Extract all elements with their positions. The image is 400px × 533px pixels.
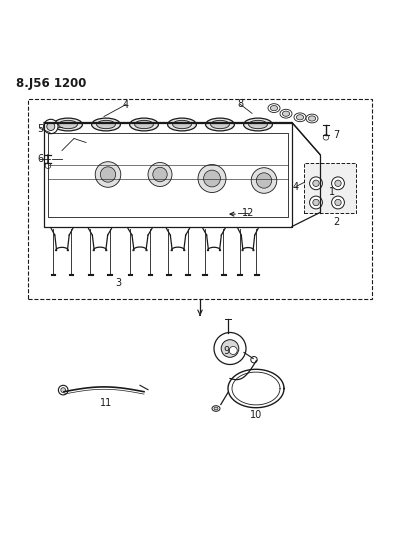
Text: 7: 7: [333, 130, 339, 140]
Text: 12: 12: [242, 207, 254, 217]
Ellipse shape: [270, 106, 278, 111]
Ellipse shape: [296, 115, 304, 120]
Circle shape: [256, 173, 272, 188]
Text: 10: 10: [250, 409, 262, 419]
Ellipse shape: [212, 406, 220, 411]
Circle shape: [58, 385, 68, 395]
Text: 4: 4: [123, 100, 129, 109]
Circle shape: [313, 199, 319, 206]
Circle shape: [332, 177, 344, 190]
Text: 3: 3: [115, 278, 121, 287]
Ellipse shape: [308, 116, 316, 121]
Ellipse shape: [206, 118, 234, 131]
Circle shape: [335, 180, 341, 187]
Ellipse shape: [92, 118, 120, 131]
Ellipse shape: [97, 120, 115, 128]
Ellipse shape: [54, 118, 82, 131]
Text: 8.J56 1200: 8.J56 1200: [16, 77, 86, 90]
Circle shape: [310, 177, 322, 190]
Text: 5: 5: [37, 124, 43, 133]
Ellipse shape: [249, 120, 267, 128]
Ellipse shape: [211, 120, 229, 128]
Circle shape: [323, 134, 329, 140]
Circle shape: [148, 163, 172, 187]
Bar: [28, 99, 372, 298]
Circle shape: [310, 196, 322, 209]
Text: 4: 4: [293, 182, 299, 191]
Circle shape: [335, 199, 341, 206]
Circle shape: [204, 170, 220, 187]
Circle shape: [47, 123, 55, 131]
Ellipse shape: [59, 120, 77, 128]
Ellipse shape: [280, 109, 292, 118]
Circle shape: [198, 165, 226, 192]
Circle shape: [95, 161, 121, 187]
Circle shape: [45, 163, 51, 168]
Ellipse shape: [306, 114, 318, 123]
Circle shape: [332, 196, 344, 209]
Circle shape: [214, 333, 246, 365]
Circle shape: [44, 119, 58, 134]
Circle shape: [153, 167, 167, 182]
Ellipse shape: [268, 104, 280, 112]
Circle shape: [100, 167, 116, 182]
Circle shape: [313, 180, 319, 187]
Ellipse shape: [130, 118, 158, 131]
Ellipse shape: [173, 120, 191, 128]
Circle shape: [229, 346, 237, 354]
Ellipse shape: [282, 111, 290, 116]
Text: 2: 2: [333, 217, 339, 227]
Ellipse shape: [214, 407, 218, 410]
Ellipse shape: [135, 120, 153, 128]
Bar: [304, 163, 356, 213]
Circle shape: [251, 357, 257, 363]
Ellipse shape: [294, 113, 306, 122]
Ellipse shape: [168, 118, 196, 131]
Text: 11: 11: [100, 398, 112, 408]
Text: 6: 6: [37, 154, 43, 164]
Text: 9: 9: [223, 345, 229, 356]
Ellipse shape: [244, 118, 272, 131]
Text: 8: 8: [237, 99, 243, 109]
Text: 1: 1: [329, 187, 335, 197]
Circle shape: [61, 387, 66, 392]
Circle shape: [251, 168, 277, 193]
Circle shape: [221, 340, 239, 357]
